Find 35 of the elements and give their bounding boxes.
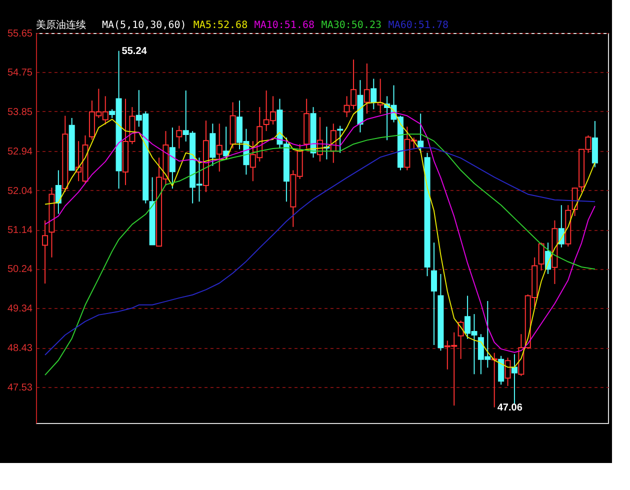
y-tick-label: 54.75 [7, 68, 33, 79]
candlestick [538, 242, 544, 271]
text: MA30:50.23 [321, 20, 382, 31]
candlestick [169, 127, 176, 190]
candlestick [210, 123, 216, 166]
candlestick [572, 187, 578, 217]
annotation: 47.06 [497, 402, 523, 414]
chart-title: 美原油连续 [36, 19, 86, 31]
y-tick-label: 48.43 [7, 343, 33, 354]
y-tick-label: 49.34 [7, 303, 33, 314]
candlestick [511, 354, 518, 405]
y-tick-label: 47.53 [7, 382, 33, 394]
candlestick [223, 126, 230, 160]
y-tick-label: 53.85 [7, 106, 33, 118]
candlestick [504, 357, 511, 386]
y-tick-label: 50.24 [7, 264, 33, 276]
y-tick-label: 52.94 [7, 146, 33, 158]
candlestick [558, 204, 564, 248]
y-tick-label: 51.14 [7, 225, 33, 236]
text: MA60:51.78 [388, 20, 449, 31]
candlestick [498, 355, 504, 386]
candlestick [364, 63, 370, 114]
candlestick [431, 242, 437, 346]
candlestick [55, 170, 62, 214]
annotation: 55.24 [122, 46, 148, 57]
text: MA10:51.68 [254, 20, 315, 31]
candlestick [42, 220, 48, 284]
chart-subtitle: MA(5,10,30,60) [102, 20, 186, 31]
y-tick-label: 55.65 [7, 28, 33, 40]
candlestick [216, 123, 222, 172]
candlestick [176, 125, 182, 149]
y-tick-label: 52.04 [7, 186, 33, 197]
text: MA5:52.68 [193, 20, 248, 31]
candlestick [418, 113, 424, 154]
candlestick [370, 78, 377, 110]
